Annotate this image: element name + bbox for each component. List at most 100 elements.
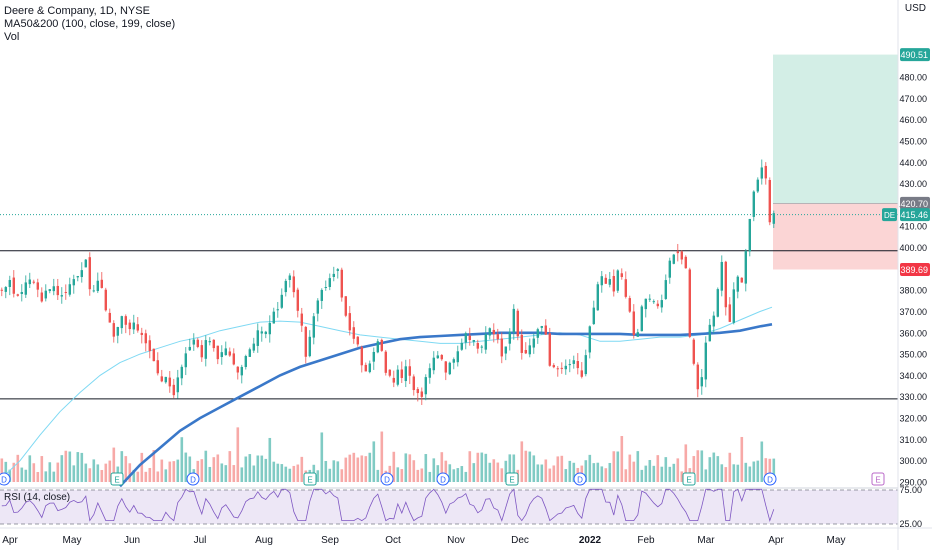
event-marker[interactable]: D bbox=[0, 472, 11, 486]
candle bbox=[132, 314, 135, 335]
event-marker[interactable]: E bbox=[682, 472, 696, 486]
candle-body bbox=[256, 330, 259, 346]
candle bbox=[568, 359, 571, 373]
candle-body bbox=[616, 270, 619, 291]
candle bbox=[576, 353, 579, 375]
candle-body bbox=[56, 285, 59, 296]
candle bbox=[280, 288, 283, 309]
candle bbox=[116, 326, 119, 344]
candle-body bbox=[112, 323, 115, 337]
volume-bar bbox=[752, 461, 756, 482]
candle bbox=[24, 275, 27, 298]
time-axis[interactable]: Apr May Jun Jul Aug Sep Oct Nov Dec 2022 Feb Mar Apr… bbox=[0, 527, 932, 546]
candle-body bbox=[636, 332, 639, 337]
volume-bar bbox=[232, 465, 236, 482]
candle-body bbox=[212, 339, 215, 349]
candle-body bbox=[244, 355, 247, 368]
candle bbox=[304, 326, 307, 364]
volume-bar bbox=[684, 444, 688, 482]
candle bbox=[328, 273, 331, 291]
volume-bar bbox=[180, 437, 184, 482]
candle bbox=[332, 266, 335, 282]
candle bbox=[704, 336, 707, 388]
volume-bar bbox=[16, 454, 20, 482]
candle-body bbox=[92, 290, 95, 292]
volume-bar bbox=[520, 441, 524, 482]
event-marker[interactable]: D bbox=[573, 472, 587, 486]
marker-letter: E bbox=[509, 476, 514, 485]
candle-body bbox=[456, 351, 459, 363]
event-marker[interactable]: D bbox=[380, 472, 394, 486]
candle-body bbox=[252, 343, 255, 351]
volume-bar bbox=[596, 462, 600, 482]
candle-body bbox=[716, 289, 719, 317]
horizontal-lines[interactable] bbox=[0, 214, 898, 400]
candle bbox=[552, 363, 555, 369]
candle-body bbox=[564, 365, 567, 370]
candle-body bbox=[304, 326, 307, 357]
candlesticks bbox=[0, 159, 775, 405]
volume-bar bbox=[736, 464, 740, 482]
volume-bar bbox=[96, 464, 100, 482]
candle bbox=[108, 308, 111, 323]
volume-bar bbox=[300, 456, 304, 482]
stop-price-label: 389.69 bbox=[900, 263, 930, 277]
price-axis[interactable]: 290.00 300.00 310.00 320.00 330.00 340.00 350.… bbox=[882, 0, 930, 550]
candle bbox=[64, 284, 67, 300]
volume-bar bbox=[488, 462, 492, 482]
volume-bar bbox=[720, 464, 724, 482]
volume-bar bbox=[364, 456, 368, 482]
event-marker[interactable]: D bbox=[763, 472, 777, 486]
time-tick-label: Apr bbox=[768, 535, 784, 546]
marker-shape bbox=[871, 472, 885, 486]
time-tick-label: Jun bbox=[124, 535, 140, 546]
candle bbox=[288, 273, 291, 288]
event-marker[interactable]: E bbox=[871, 472, 885, 486]
event-marker[interactable]: D bbox=[186, 472, 200, 486]
candle-body bbox=[84, 259, 87, 268]
event-marker[interactable]: D bbox=[436, 472, 450, 486]
candle bbox=[468, 327, 471, 346]
volume-bar bbox=[704, 469, 708, 482]
target-price-label: 490.51 bbox=[900, 48, 930, 62]
volume-bar bbox=[320, 432, 324, 482]
volume-bar bbox=[264, 458, 268, 482]
candle bbox=[656, 300, 659, 309]
candle-body bbox=[324, 287, 327, 289]
candle bbox=[764, 162, 767, 185]
volume-bar bbox=[212, 457, 216, 482]
volume-bar bbox=[64, 450, 68, 482]
currency-label[interactable]: USD bbox=[904, 3, 926, 14]
candle-body bbox=[692, 339, 695, 364]
candle-body bbox=[440, 354, 443, 360]
volume-bar bbox=[400, 469, 404, 482]
event-marker[interactable]: E bbox=[505, 472, 519, 486]
position-zones[interactable] bbox=[773, 54, 898, 270]
candle bbox=[112, 320, 115, 343]
candle-body bbox=[728, 304, 731, 322]
marker-letter: E bbox=[875, 476, 880, 485]
candle-body bbox=[760, 167, 763, 179]
candle-body bbox=[588, 326, 591, 353]
volume-bar bbox=[228, 451, 232, 482]
candle bbox=[248, 347, 251, 357]
candle bbox=[492, 323, 495, 343]
candle-body bbox=[600, 276, 603, 286]
event-marker[interactable]: E bbox=[110, 472, 124, 486]
candle-body bbox=[552, 365, 555, 368]
rsi-pane[interactable] bbox=[0, 487, 898, 525]
volume-bar bbox=[216, 454, 220, 482]
candle-body bbox=[332, 273, 335, 277]
candle bbox=[252, 337, 255, 353]
candle bbox=[596, 281, 599, 311]
candle-body bbox=[668, 260, 671, 278]
rsi-band bbox=[0, 490, 898, 524]
event-marker[interactable]: E bbox=[303, 472, 317, 486]
candle bbox=[644, 298, 647, 318]
volume-bar bbox=[136, 471, 140, 482]
volume-bar bbox=[412, 460, 416, 482]
candle-body bbox=[540, 326, 543, 328]
candle-body bbox=[548, 333, 551, 366]
